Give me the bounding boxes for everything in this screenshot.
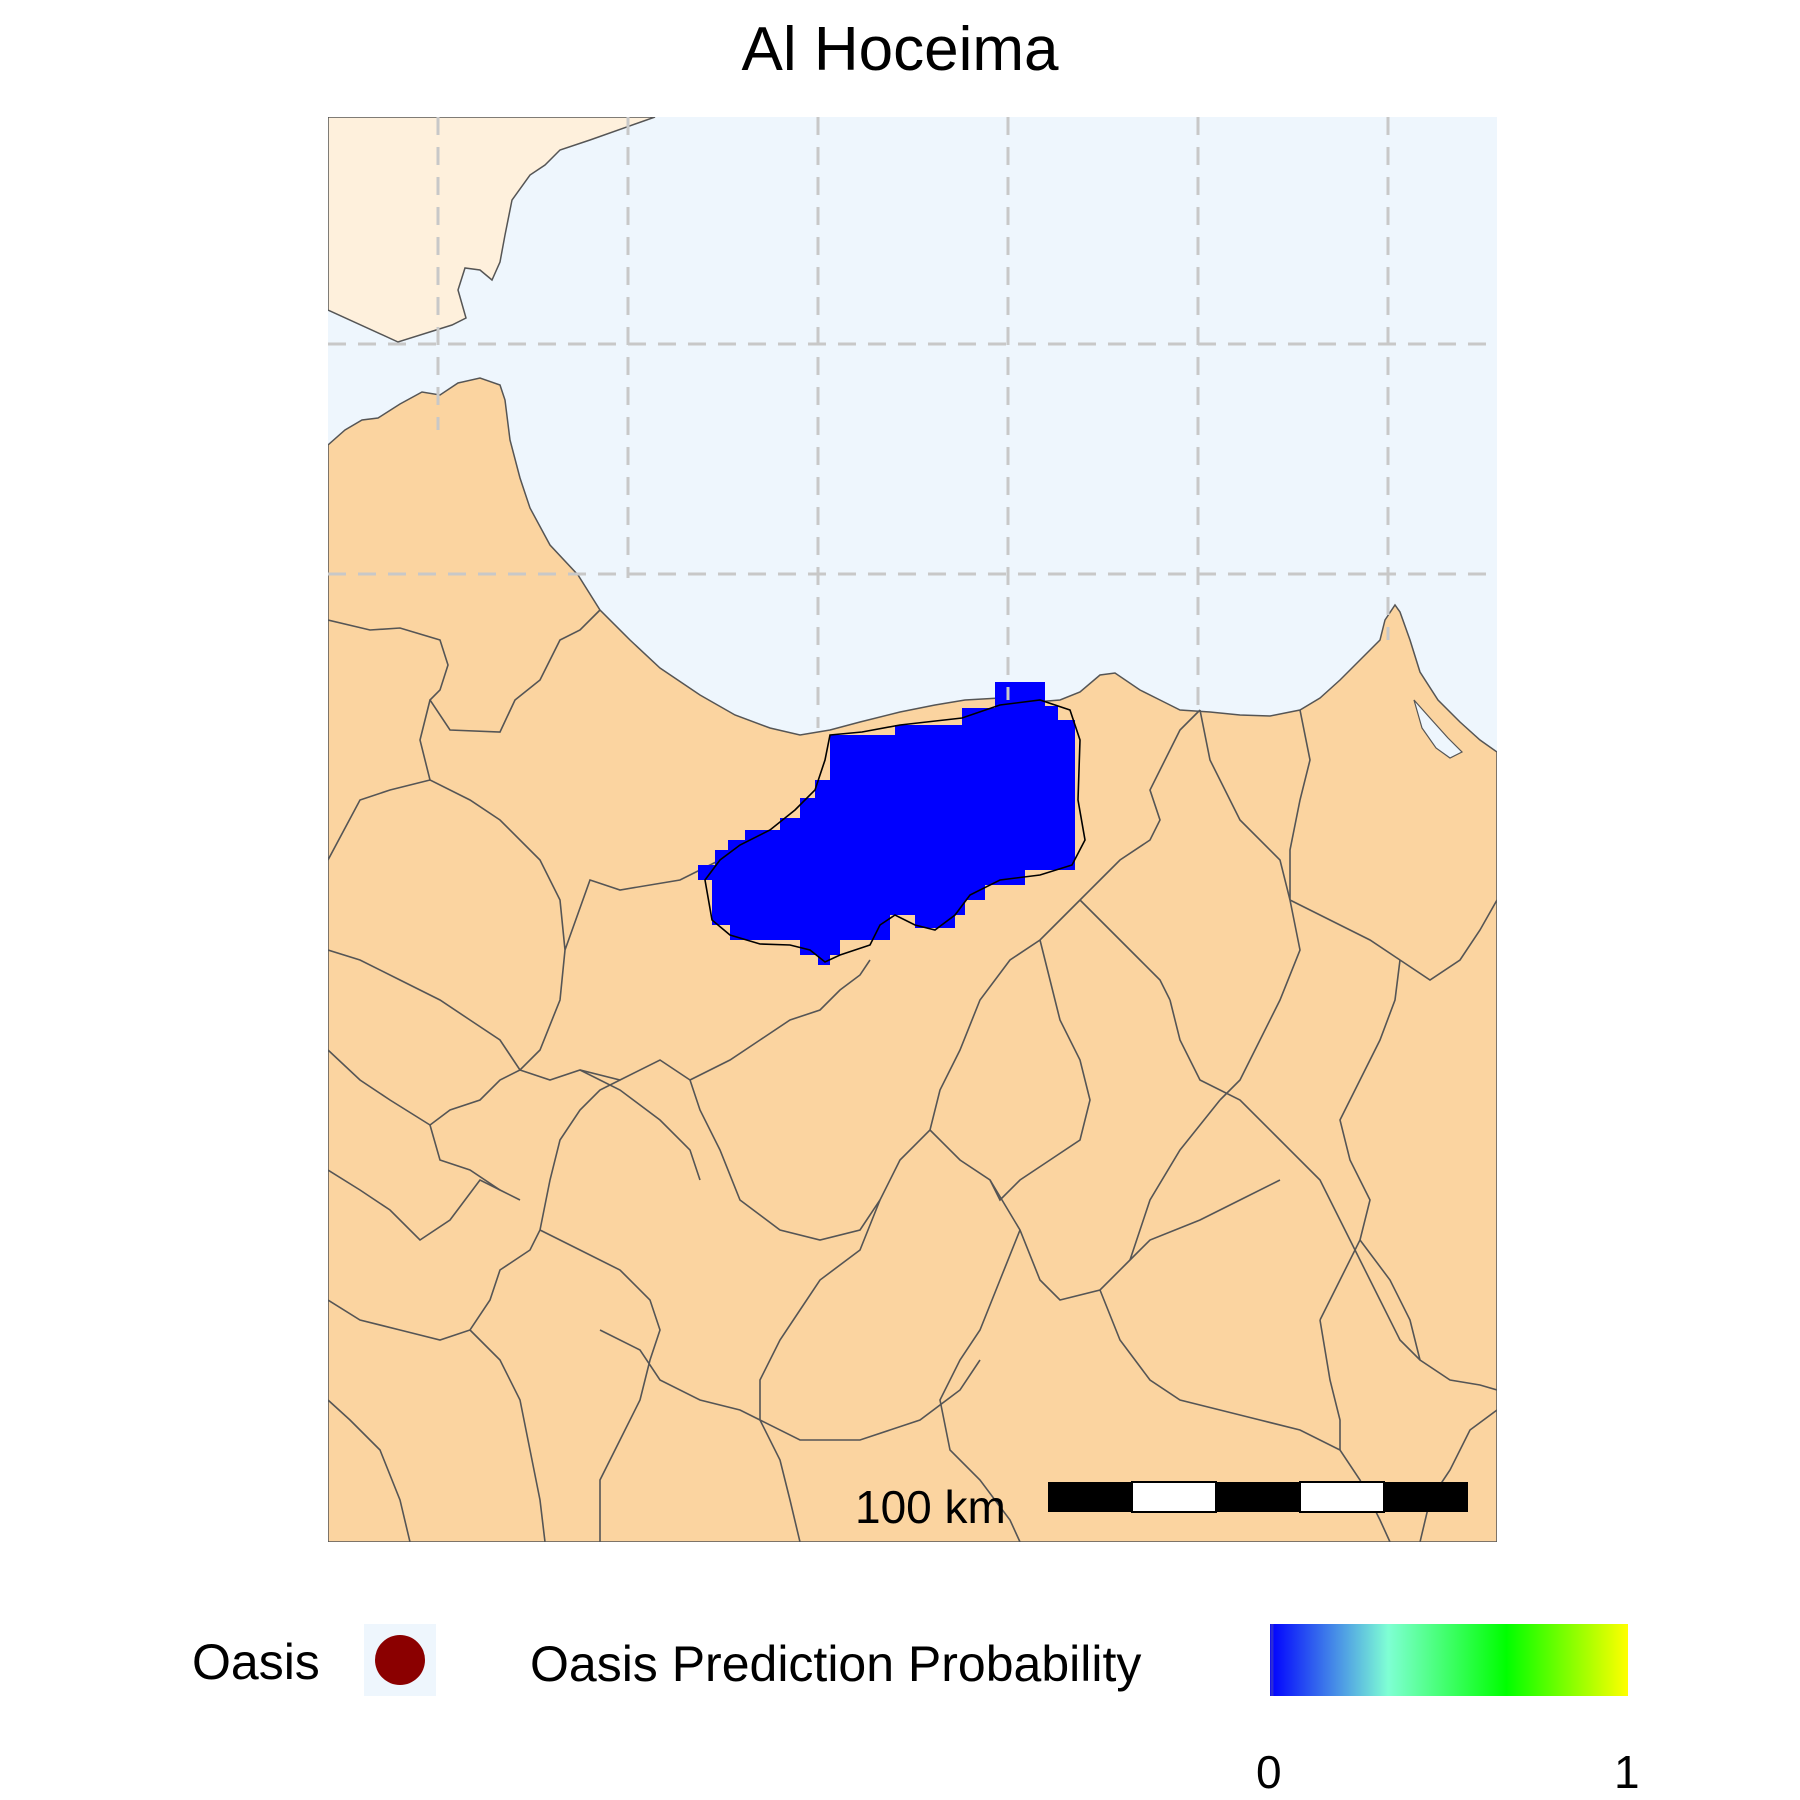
scale-segment-5 <box>1384 1482 1468 1512</box>
probability-colorbar <box>1270 1624 1628 1696</box>
map-panel <box>328 117 1497 1542</box>
scale-bar-label: 100 km <box>855 1481 1006 1533</box>
graticule <box>328 117 1497 728</box>
oasis-marker-icon <box>375 1635 425 1685</box>
lagoon <box>1413 699 1464 759</box>
scale-segment-3 <box>1216 1482 1300 1512</box>
legend-max-label: 1 <box>1614 1746 1640 1798</box>
scale-segment-4 <box>1299 1481 1385 1513</box>
map-title: Al Hoceima <box>741 15 1059 84</box>
prediction-area <box>698 682 1075 965</box>
legend-probability-title: Oasis Prediction Probability <box>530 1636 1142 1692</box>
legend-oasis-label: Oasis <box>192 1634 320 1690</box>
scale-segment-1 <box>1048 1482 1132 1512</box>
scale-bar <box>1048 1481 1468 1513</box>
admin-boundaries <box>328 609 1497 1542</box>
legend-min-label: 0 <box>1256 1746 1282 1798</box>
scale-segment-2 <box>1131 1481 1217 1513</box>
al-hoceima-outline <box>704 699 1086 963</box>
spain-landmass <box>328 117 656 343</box>
